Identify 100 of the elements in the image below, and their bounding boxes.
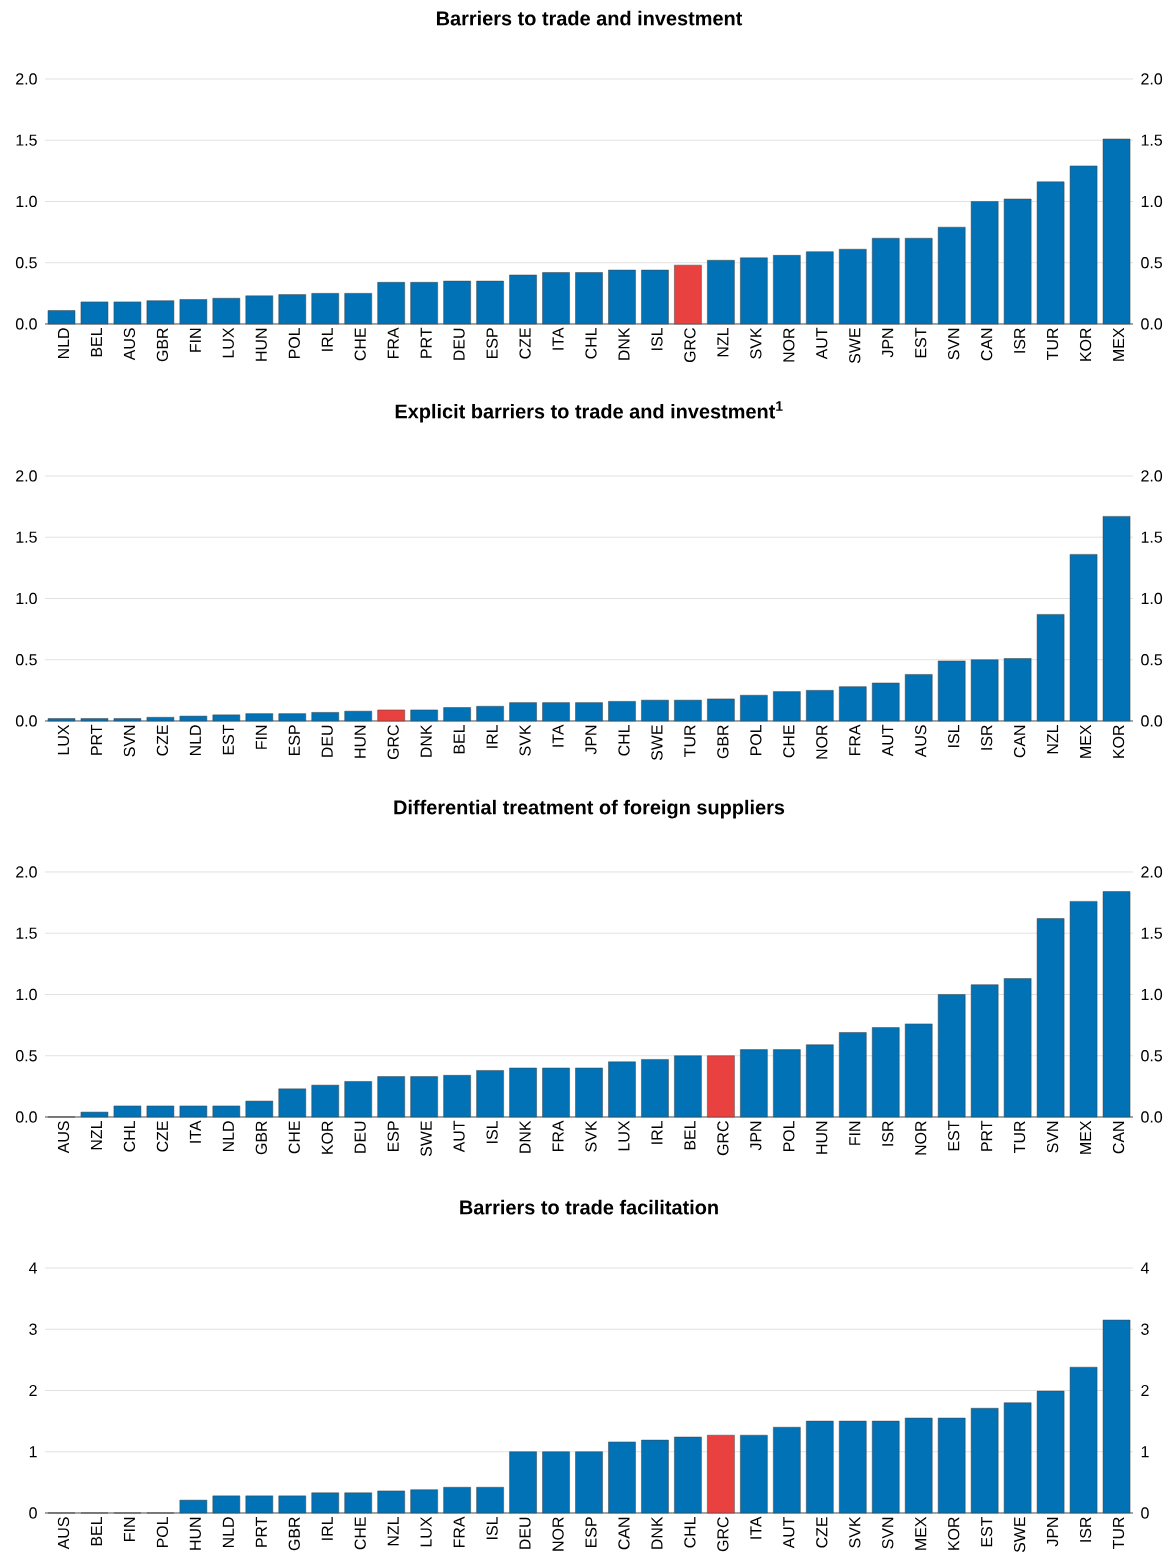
x-tick-label: HUN (354, 725, 366, 758)
x-tick-label: LUX (222, 327, 234, 358)
bar (146, 1105, 175, 1118)
x-tick-label: EST (222, 724, 234, 755)
x-tick-label: SVN (123, 725, 136, 757)
bar (410, 1076, 438, 1118)
bar (740, 1434, 768, 1514)
bar (443, 707, 471, 722)
x-tick-label: BEL (684, 1121, 696, 1150)
bar (608, 701, 636, 722)
bar (674, 264, 702, 325)
chart-title: Differential treatment of foreign suppliers (394, 799, 785, 819)
bar (740, 695, 768, 722)
x-tick-label: SVK (750, 327, 762, 359)
bar (773, 255, 801, 325)
y-tick-label: 0.0 (15, 1111, 37, 1123)
x-tick-label: NOR (915, 1121, 927, 1155)
y-tick-label: 2.0 (16, 470, 37, 482)
x-tick-label: ITA (552, 327, 564, 350)
x-tick-label: MEX (1080, 724, 1092, 758)
bar (707, 1434, 735, 1514)
x-tick-label: SVN (948, 328, 960, 360)
x-tick-label: AUT (882, 724, 894, 757)
bar (80, 1111, 109, 1118)
x-tick-label: MEX (1113, 327, 1125, 361)
bar (476, 1070, 504, 1118)
y-tick-label: 1.0 (16, 592, 37, 605)
x-tick-label: DEU (321, 725, 333, 757)
x-tick-label: NLD (222, 1517, 234, 1548)
bar (839, 1420, 867, 1514)
x-tick-label: CAN (1013, 725, 1026, 758)
bar (542, 1451, 570, 1514)
x-tick-label: CHL (618, 725, 630, 756)
bar (839, 248, 867, 325)
bar (377, 282, 405, 325)
bar (476, 1487, 504, 1514)
y2-tick-label: 0.0 (1141, 1111, 1163, 1123)
bar (1102, 891, 1131, 1118)
x-tick-label: NLD (189, 725, 201, 756)
x-tick-label: CAN (618, 1517, 630, 1550)
bar (146, 717, 175, 722)
x-tick-label: JPN (585, 725, 597, 755)
x-tick-label: SWE (420, 1121, 432, 1157)
y-tick-label: 3 (29, 1323, 37, 1335)
bar (113, 301, 142, 325)
bar (344, 293, 372, 325)
x-tick-label: GBR (717, 725, 729, 759)
x-tick-label: ITA (552, 724, 564, 747)
bar (146, 300, 175, 325)
x-tick-label: SVN (1046, 1121, 1059, 1153)
x-tick-label: PRT (90, 724, 102, 755)
x-tick-label: PRT (420, 327, 432, 358)
x-tick-label: CHL (123, 1121, 136, 1152)
x-tick-label: POL (750, 725, 762, 756)
x-tick-label: NZL (717, 328, 729, 357)
x-tick-label: CAN (1112, 1121, 1125, 1154)
y-tick-label: 1.0 (16, 988, 37, 1001)
bar (1069, 901, 1098, 1118)
bar (608, 1061, 636, 1118)
bar (212, 714, 241, 722)
bar (641, 1439, 669, 1514)
bar (806, 1420, 834, 1514)
bar (278, 713, 307, 722)
x-tick-label: LUX (57, 724, 70, 755)
bar (740, 1049, 768, 1118)
bar (707, 260, 735, 325)
x-tick-label: JPN (1047, 1517, 1059, 1547)
bar (278, 1495, 307, 1514)
x-tick-label: ESP (585, 1517, 597, 1548)
bar (970, 1408, 999, 1514)
y2-tick-label: 0.5 (1141, 1050, 1163, 1062)
bar (904, 237, 933, 325)
bar (937, 660, 966, 722)
x-tick-label: LUX (618, 1120, 630, 1151)
bar (410, 282, 438, 325)
bar (740, 257, 768, 325)
x-tick-label: ESP (288, 725, 300, 756)
x-tick-label: ITA (189, 1120, 201, 1143)
y2-tick-label: 0.5 (1141, 654, 1163, 666)
bar (806, 690, 834, 722)
bar (179, 1499, 208, 1514)
x-tick-label: CHL (585, 328, 597, 359)
bar (1003, 198, 1032, 325)
x-tick-label: ISL (948, 725, 960, 747)
y-tick-label: 4 (28, 1262, 38, 1274)
x-tick-label: KOR (321, 1121, 333, 1154)
bar (707, 1055, 735, 1118)
x-tick-label: GRC (717, 1517, 729, 1552)
x-tick-label: EST (948, 1120, 960, 1151)
x-tick-label: FRA (849, 724, 861, 756)
x-tick-label: IRL (651, 1121, 663, 1144)
bar (344, 1081, 372, 1118)
x-tick-label: SVN (882, 1517, 894, 1549)
bar (871, 1027, 900, 1118)
x-tick-label: DEU (519, 1517, 531, 1549)
bar (311, 712, 340, 722)
x-tick-label: AUS (915, 725, 927, 758)
bar (542, 1067, 570, 1118)
x-tick-label: MEX (915, 1516, 927, 1550)
bar (179, 715, 208, 722)
